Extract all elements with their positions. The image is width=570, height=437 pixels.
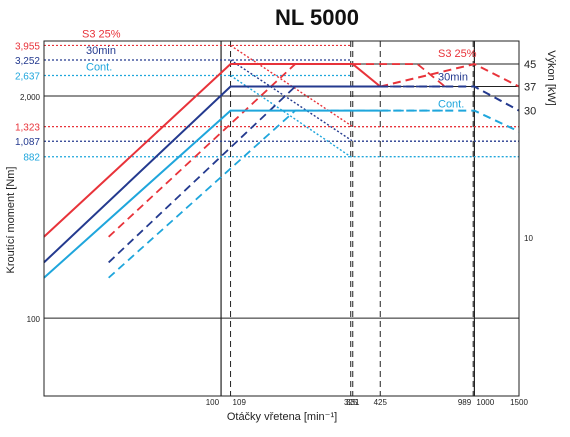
series-label-1: 30min [86,45,116,57]
x-tick-331: 331 [346,398,360,407]
left-tick-2,000: 2,000 [20,93,41,102]
power-line-high-0 [108,63,446,238]
guide-lines [44,41,475,396]
x-tick-1500: 1500 [510,398,528,407]
series-label-5: Cont. [438,99,464,111]
y-axis-label-left: Kroutící moment [Nm] [5,167,17,274]
x-axis-label: Otáčky vřetena [min⁻¹] [227,411,337,423]
y-axis-label-right: Výkon [kW] [545,50,557,106]
series-label-0: S3 25% [82,28,121,40]
left-tick-1,087: 1,087 [15,137,40,148]
power-line-high-2 [108,109,445,279]
left-tick-3,252: 3,252 [15,56,40,67]
left-tick-2,637: 2,637 [15,72,40,83]
x-tick-425: 425 [374,398,388,407]
right-tick-45: 45 [524,59,536,71]
power-line-2 [43,109,381,279]
power-line-ext-1 [380,85,520,112]
right-tick-37: 37 [524,82,536,94]
x-tick-109: 109 [233,398,247,407]
power-line-0 [43,63,381,238]
power-line-1 [43,85,381,264]
left-tick-3,955: 3,955 [15,41,40,52]
x-tick-1000: 1000 [476,398,494,407]
labels: 3,955 3,252 2,637 2,000 1,323 1,087 882 100 45 37… [15,28,536,407]
chart-title: NL 5000 [275,5,359,30]
left-tick-100: 100 [27,315,41,324]
series-label-2: Cont. [86,62,112,74]
right-tick-30: 30 [524,106,536,118]
left-tick-882: 882 [23,153,40,164]
series-label-3: S3 25% [438,48,477,60]
torque-line-0 [230,44,519,128]
series-lines [43,44,520,279]
x-tick-325: 325 [344,398,358,407]
plot-frame [43,40,520,397]
x-tick-989: 989 [458,398,472,407]
power-line-ext-0 [380,62,520,88]
power-line-high-1 [108,85,445,264]
left-tick-1,323: 1,323 [15,123,40,134]
torque-line-2 [230,74,519,158]
power-line-ext-2 [380,109,520,133]
right-tick-10: 10 [524,234,533,243]
torque-line-1 [230,59,519,142]
series-label-4: 30min [438,72,468,84]
x-tick-100: 100 [206,398,220,407]
